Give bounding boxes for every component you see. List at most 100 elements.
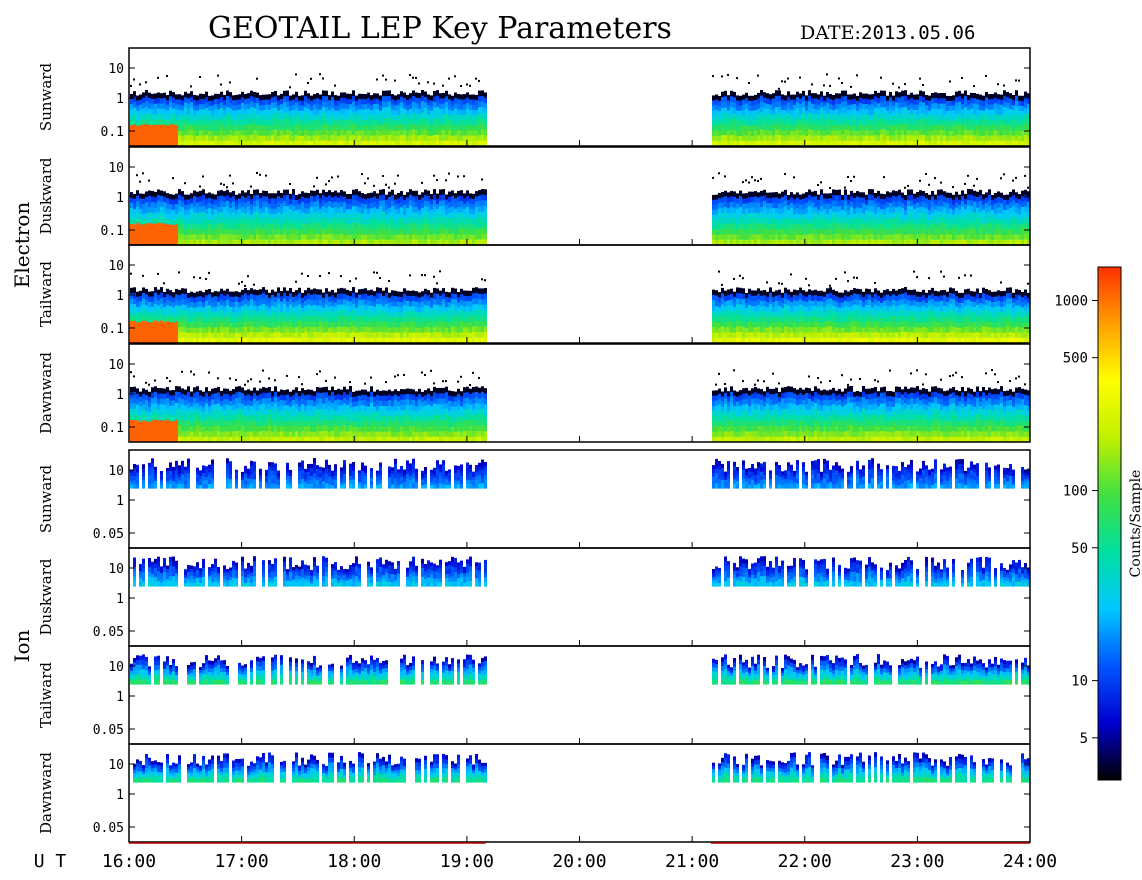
spectrogram-cell	[223, 234, 226, 241]
spectrogram-cell	[988, 135, 991, 142]
spectrogram-cell	[157, 211, 160, 218]
spectrogram-cell	[877, 212, 880, 219]
spectrogram-cell	[433, 91, 436, 98]
spectrogram-cell	[352, 228, 355, 235]
spectrogram-cell	[940, 114, 943, 121]
spectrogram-cell	[196, 218, 199, 225]
spectrogram-cell	[958, 101, 961, 108]
spectrogram-cell	[1012, 222, 1015, 229]
spectrogram-cell	[352, 112, 355, 119]
spectrogram-cell	[298, 199, 301, 205]
spectrogram-cell	[850, 130, 853, 137]
spectrogram-cell	[847, 115, 850, 121]
spectrogram-cell	[469, 214, 472, 220]
spectrogram-cell	[439, 109, 442, 115]
spectrogram-cell	[205, 214, 208, 220]
spectrogram-cell	[787, 215, 790, 221]
spectrogram-cell	[898, 97, 901, 104]
spectrogram-cell	[217, 207, 220, 213]
spectrogram-cell	[994, 135, 997, 142]
spectrogram-cell	[229, 229, 232, 236]
spectrogram-cell	[748, 239, 751, 246]
spectrogram-cell	[859, 192, 862, 199]
spectrogram-cell	[808, 140, 811, 147]
spectrogram-cell	[169, 311, 172, 318]
spectrogram-cell	[424, 195, 427, 202]
spectrogram-cell	[148, 108, 151, 115]
spectrogram-cell	[364, 109, 367, 116]
spectrogram-cell	[808, 228, 811, 235]
spectrogram-cell	[214, 229, 217, 236]
spectrogram-cell	[214, 125, 217, 131]
spectrogram-cell	[154, 292, 157, 299]
spectrogram-cell	[796, 192, 799, 199]
noise-dot	[130, 272, 132, 275]
spectrogram-cell	[889, 239, 892, 246]
spectrogram-cell	[271, 92, 274, 98]
spectrogram-cell	[787, 235, 790, 241]
spectrogram-cell	[955, 135, 958, 142]
spectrogram-cell	[775, 207, 778, 214]
spectrogram-cell	[154, 125, 157, 131]
spectrogram-cell	[751, 105, 754, 112]
spectrogram-cell	[136, 110, 139, 117]
spectrogram-cell	[355, 239, 358, 246]
spectrogram-cell	[202, 104, 205, 111]
spectrogram-cell	[859, 239, 862, 246]
spectrogram-cell	[331, 208, 334, 214]
spectrogram-cell	[193, 234, 196, 241]
noise-dot	[925, 173, 927, 175]
spectrogram-cell	[343, 234, 346, 241]
spectrogram-cell	[970, 228, 973, 235]
spectrogram-cell	[991, 199, 994, 206]
spectrogram-cell	[364, 234, 367, 241]
spectrogram-cell	[457, 99, 460, 105]
spectrogram-cell	[148, 296, 151, 303]
spectrogram-cell	[766, 124, 769, 131]
spectrogram-cell	[421, 239, 424, 246]
spectrogram-cell	[946, 229, 949, 236]
spectrogram-cell	[997, 140, 1000, 147]
spectrogram-cell	[277, 130, 280, 137]
spectrogram-cell	[424, 239, 427, 246]
spectrogram-cell	[253, 211, 256, 218]
spectrogram-cell	[997, 191, 1000, 198]
spectrogram-cell	[937, 119, 940, 126]
spectrogram-cell	[742, 229, 745, 236]
spectrogram-cell	[1012, 115, 1015, 122]
spectrogram-cell	[1000, 94, 1003, 101]
spectrogram-cell	[952, 229, 955, 236]
spectrogram-cell	[742, 140, 745, 147]
spectrogram-cell	[952, 95, 955, 101]
spectrogram-cell	[262, 105, 265, 111]
noise-dot	[1018, 79, 1020, 82]
spectrogram-cell	[211, 292, 214, 298]
spectrogram-cell	[937, 189, 940, 196]
noise-dot	[466, 83, 468, 86]
spectrogram-cell	[907, 99, 910, 106]
spectrogram-cell	[169, 140, 172, 147]
spectrogram-cell	[232, 130, 235, 137]
spectrogram-cell	[967, 100, 970, 106]
spectrogram-cell	[340, 201, 343, 208]
spectrogram-cell	[832, 222, 835, 229]
spectrogram-cell	[445, 90, 448, 97]
spectrogram-cell	[244, 104, 247, 111]
spectrogram-cell	[745, 213, 748, 220]
spectrogram-cell	[823, 239, 826, 246]
spectrogram-cell	[772, 114, 775, 121]
spectrogram-cell	[994, 208, 997, 215]
spectrogram-cell	[352, 123, 355, 130]
spectrogram-cell	[325, 123, 328, 130]
spectrogram-cell	[211, 214, 214, 220]
spectrogram-cell	[976, 135, 979, 142]
noise-dot	[712, 75, 714, 78]
spectrogram-cell	[754, 115, 757, 122]
spectrogram-cell	[355, 130, 358, 137]
spectrogram-cell	[955, 140, 958, 147]
spectrogram-cell	[412, 217, 415, 224]
spectrogram-cell	[139, 115, 142, 121]
spectrogram-cell	[172, 124, 175, 131]
spectrogram-cell	[895, 201, 898, 208]
spectrogram-cell	[283, 90, 286, 97]
